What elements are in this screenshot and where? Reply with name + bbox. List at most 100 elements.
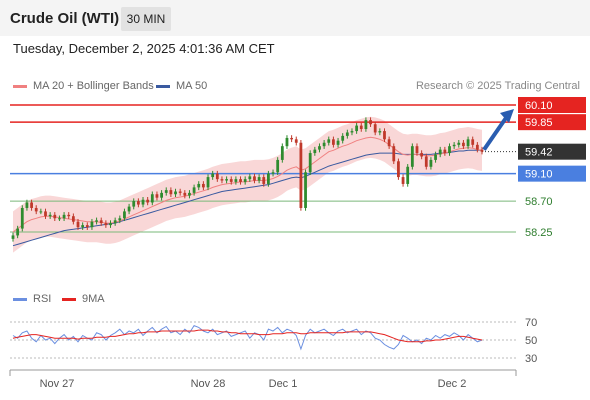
candle-body xyxy=(290,137,294,140)
rsi-ma-line xyxy=(12,329,483,343)
candle-body xyxy=(443,149,447,154)
candle-body xyxy=(113,220,117,224)
candle-body xyxy=(48,214,52,217)
candle-body xyxy=(267,173,270,184)
ma9-legend-label: 9MA xyxy=(82,293,105,305)
candle-body xyxy=(410,146,414,167)
candle-body xyxy=(397,161,400,178)
rsi-line xyxy=(12,324,483,351)
candle-body xyxy=(30,202,33,208)
ma20-legend-label: MA 20 + Bollinger Bands xyxy=(33,80,154,92)
ma9-legend: 9MA xyxy=(62,293,105,305)
candle-body xyxy=(434,154,437,160)
candle-body xyxy=(415,146,419,154)
candle-body xyxy=(462,142,465,147)
ma50-legend-label: MA 50 xyxy=(176,80,208,92)
rsi-tick-30: 30 xyxy=(525,353,537,365)
candle-body xyxy=(206,177,210,188)
rsi-tick-70: 70 xyxy=(525,317,537,329)
timeframe-badge[interactable]: 30 MIN xyxy=(121,7,171,31)
candle-body xyxy=(243,179,247,182)
candle-body xyxy=(169,190,173,195)
candle-body xyxy=(369,120,372,125)
candle-body xyxy=(220,179,224,181)
ma20-swatch xyxy=(13,84,27,88)
candle-body xyxy=(341,135,345,141)
candle-body xyxy=(225,179,228,181)
candle-body xyxy=(174,191,177,195)
candle-body xyxy=(406,166,410,184)
candle-body xyxy=(466,139,470,147)
candle-body xyxy=(452,144,456,147)
candle-body xyxy=(85,225,89,228)
forecast-arrow xyxy=(482,113,510,151)
title-bar: Crude Oil (WTI) 30 MIN xyxy=(0,0,590,36)
candle-body xyxy=(132,201,136,207)
research-credit: Research © 2025 Trading Central xyxy=(415,80,580,92)
candle-body xyxy=(327,139,331,143)
candle-body xyxy=(67,214,71,217)
candle-body xyxy=(373,124,377,133)
candle-body xyxy=(39,211,43,213)
candle-body xyxy=(192,187,196,193)
candle-body xyxy=(109,223,112,226)
candle-body xyxy=(25,202,29,208)
candle-body xyxy=(322,142,326,147)
candle-body xyxy=(215,173,219,180)
candle-body xyxy=(262,177,266,184)
candle-body xyxy=(457,142,461,145)
candle-body xyxy=(448,146,451,154)
x-tick-label: Nov 27 xyxy=(40,378,75,390)
ma9-swatch xyxy=(62,297,76,301)
candle-body xyxy=(271,172,275,174)
candle-body xyxy=(299,142,303,208)
candle-body xyxy=(127,206,131,212)
level-tag-59.10 xyxy=(518,165,586,182)
candle-body xyxy=(211,173,215,178)
candle-body xyxy=(90,221,94,228)
candle-body xyxy=(95,220,98,222)
current-price-label: 59.42 xyxy=(525,147,553,159)
candle-body xyxy=(401,177,405,184)
candle-body xyxy=(164,190,168,193)
candle-body xyxy=(141,199,145,205)
candle-body xyxy=(104,223,108,226)
level-tag-60.10 xyxy=(518,97,586,113)
ma20-legend: MA 20 + Bollinger Bands xyxy=(13,80,154,92)
level-label-59.85: 59.85 xyxy=(525,117,553,129)
level-tag-59.85 xyxy=(518,114,586,131)
candle-body xyxy=(99,220,103,224)
candle-body xyxy=(438,149,442,155)
candle-body xyxy=(383,131,386,140)
timestamp: Tuesday, December 2, 2025 4:01:36 AM CET xyxy=(13,41,275,56)
current-price-tag xyxy=(518,143,586,160)
rsi-swatch xyxy=(13,297,27,301)
candle-body xyxy=(378,131,382,133)
candle-body xyxy=(183,192,187,196)
candle-body xyxy=(155,194,159,198)
ma20-line xyxy=(12,136,483,233)
candle-body xyxy=(146,199,150,203)
candle-body xyxy=(387,139,391,147)
candle-body xyxy=(294,139,298,143)
candle-body xyxy=(350,131,354,133)
candle-body xyxy=(123,211,126,219)
ma50-legend: MA 50 xyxy=(156,80,207,92)
candle-body xyxy=(336,140,340,145)
level-label-60.10: 60.10 xyxy=(525,100,553,112)
candle-body xyxy=(188,192,191,196)
candle-body xyxy=(332,139,335,145)
candle-body xyxy=(150,194,154,203)
candle-body xyxy=(253,176,256,181)
candle-body xyxy=(53,214,57,219)
candle-body xyxy=(62,214,66,219)
ma50-swatch xyxy=(156,84,170,88)
rsi-tick-50: 50 xyxy=(525,335,537,347)
candle-body xyxy=(178,191,182,193)
rsi-legend-label: RSI xyxy=(33,293,52,305)
candle-body xyxy=(229,179,233,182)
candle-body xyxy=(313,149,317,154)
candle-body xyxy=(285,137,289,147)
level-label-58.25: 58.25 xyxy=(525,227,553,239)
